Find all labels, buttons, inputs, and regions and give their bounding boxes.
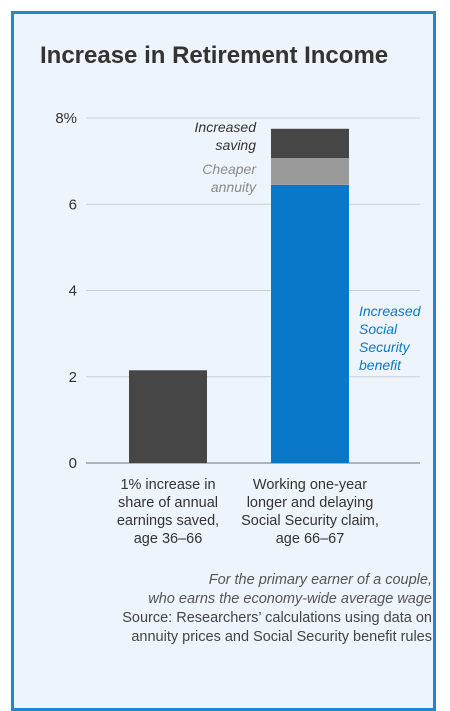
chart-title: Increase in Retirement Income <box>40 42 389 69</box>
y-tick-label: 2 <box>69 369 77 386</box>
x-category-label: age 66–67 <box>276 531 345 547</box>
y-tick-label: 4 <box>69 283 77 300</box>
y-tick-label: 8% <box>55 110 77 127</box>
series-annotation: Social <box>359 321 398 337</box>
series-annotation: Security <box>359 339 411 355</box>
bar-segment <box>271 128 349 159</box>
bar-chart: 0 2 4 6 8% 1% increase in share of annual earni… <box>55 110 422 547</box>
series-annotation: Increased <box>195 119 258 135</box>
series-annotation: Cheaper <box>202 161 257 177</box>
y-tick-label: 0 <box>69 455 77 472</box>
x-category-label: earnings saved, <box>117 513 219 529</box>
series-annotation: Increased <box>359 303 422 319</box>
note-line-1: For the primary earner of a couple, <box>208 572 432 588</box>
x-category-label: longer and delaying <box>247 495 374 511</box>
source-line-1: Source: Researchers’ calculations using … <box>122 610 432 626</box>
source-line-2: annuity prices and Social Security benef… <box>131 629 432 645</box>
y-tick-label: 6 <box>69 196 77 213</box>
series-annotation: saving <box>216 137 257 153</box>
x-category-label: Working one-year <box>253 477 367 493</box>
note-line-2: who earns the economy-wide average wage <box>148 591 432 607</box>
bar-segment <box>129 370 207 463</box>
bar-segment <box>271 184 349 463</box>
series-annotation: annuity <box>211 179 257 195</box>
series-annotation: benefit <box>359 357 402 373</box>
bar-segment <box>271 158 349 185</box>
chart-card <box>11 11 436 711</box>
x-category-label: age 36–66 <box>134 531 203 547</box>
footnote: For the primary earner of a couple, who … <box>32 571 432 647</box>
x-category-label: 1% increase in <box>120 477 215 493</box>
x-category-label: Social Security claim, <box>241 513 379 529</box>
x-category-label: share of annual <box>118 495 218 511</box>
